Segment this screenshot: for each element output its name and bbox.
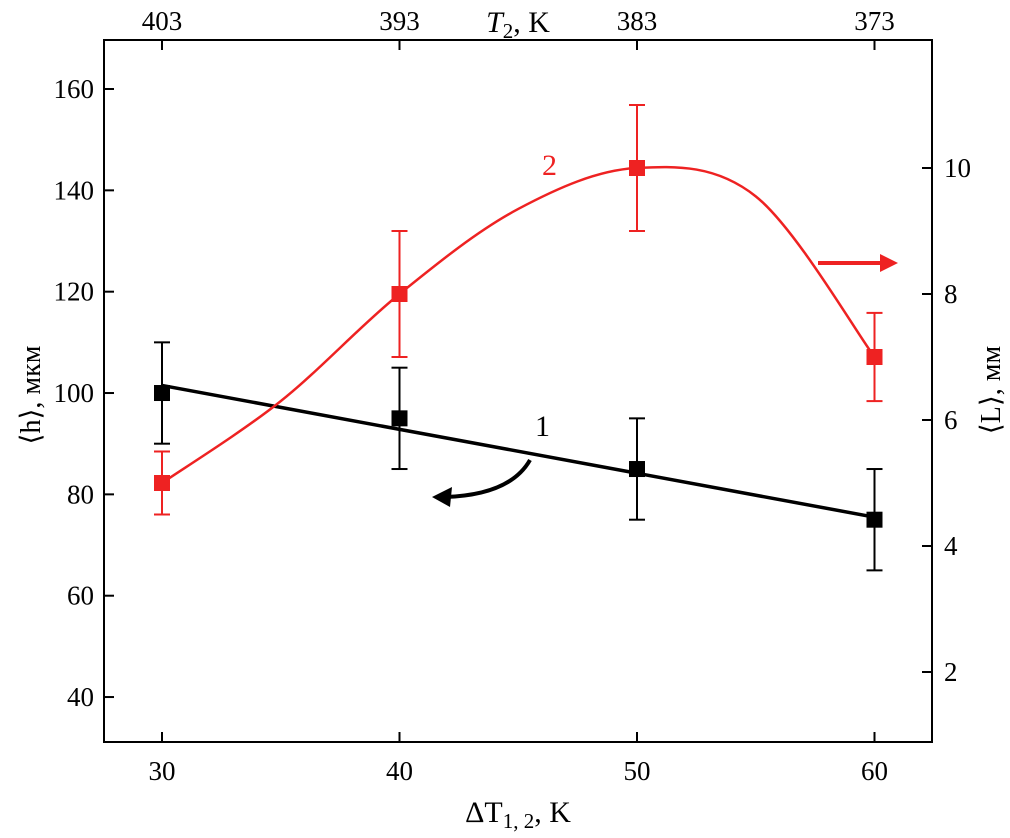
series-2-point bbox=[391, 286, 408, 302]
x-top-tick-label: 383 bbox=[617, 6, 658, 36]
series-1-axis-arrow bbox=[444, 458, 532, 499]
y-left-tick-label: 100 bbox=[54, 378, 95, 408]
series-1-arrowhead bbox=[432, 487, 452, 507]
x-tick-label: 30 bbox=[149, 756, 176, 786]
y-axis-left-label: ⟨h⟩, мкм bbox=[16, 345, 47, 444]
series-2-point bbox=[629, 160, 645, 176]
series-2-label: 2 bbox=[542, 149, 557, 182]
y-left-tick-label: 140 bbox=[54, 175, 95, 205]
series-2-point bbox=[154, 475, 170, 491]
series-1-point bbox=[154, 385, 170, 402]
y-right-tick-label: 2 bbox=[944, 657, 958, 687]
x-tick-label: 60 bbox=[861, 756, 888, 786]
series-2-point bbox=[866, 349, 883, 365]
x-tick-label: 40 bbox=[386, 756, 413, 786]
plot-frame bbox=[103, 39, 933, 743]
series-1-point bbox=[629, 461, 645, 478]
y-axis-right-label: ⟨L⟩, мм bbox=[976, 346, 1007, 435]
series-1-fit-line bbox=[161, 383, 875, 519]
x-axis-label: ΔT1, 2, K bbox=[465, 796, 571, 833]
x-axis-top-label: T2, K bbox=[486, 6, 550, 43]
x-top-tick-label: 373 bbox=[854, 6, 895, 36]
y-right-tick-label: 6 bbox=[944, 405, 958, 435]
x-tick-label: 50 bbox=[624, 756, 651, 786]
y-left-tick-label: 160 bbox=[54, 74, 95, 104]
series-1-point bbox=[866, 511, 883, 528]
y-left-tick-label: 60 bbox=[67, 581, 94, 611]
series-1-point bbox=[391, 410, 408, 427]
y-right-tick-label: 10 bbox=[944, 153, 971, 183]
y-left-tick-label: 40 bbox=[67, 682, 94, 712]
x-top-tick-label: 393 bbox=[379, 6, 420, 36]
series-1-label: 1 bbox=[535, 410, 550, 443]
series-2-arrowhead bbox=[880, 254, 898, 272]
y-left-tick-label: 120 bbox=[54, 277, 95, 307]
y-right-tick-label: 4 bbox=[944, 531, 958, 561]
series-2-fit-line bbox=[161, 165, 876, 485]
x-top-tick-label: 403 bbox=[142, 6, 183, 36]
y-left-tick-label: 80 bbox=[67, 479, 94, 509]
y-right-tick-label: 8 bbox=[944, 279, 958, 309]
